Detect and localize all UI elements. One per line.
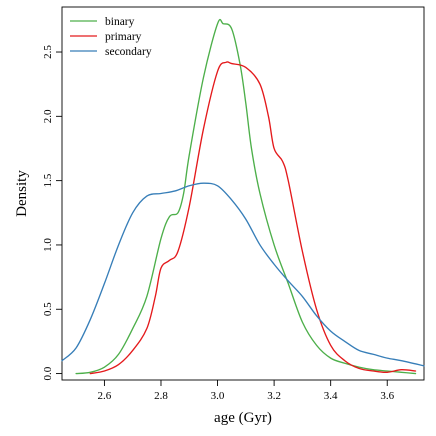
series-line-primary — [89, 61, 417, 375]
y-axis: 0.0 0.5 1.0 1.5 2.0 2.5 — [42, 45, 62, 380]
y-tick-label: 1.5 — [42, 173, 54, 187]
x-tick-label: 3.6 — [380, 390, 394, 402]
plot-frame — [61, 6, 425, 381]
x-tick-label: 2.6 — [98, 390, 112, 402]
series-layer — [61, 18, 425, 375]
y-tick-label: 2.0 — [42, 109, 54, 123]
y-tick-label: 0.0 — [42, 366, 54, 380]
series-line-secondary — [61, 182, 425, 367]
x-tick-label: 2.8 — [154, 390, 168, 402]
y-tick-label: 1.0 — [42, 238, 54, 252]
legend-label-secondary: secondary — [105, 46, 152, 58]
legend-label-primary: primary — [105, 31, 142, 43]
x-axis: 2.6 2.8 3.0 3.2 3.4 3.6 — [98, 380, 395, 402]
x-axis-label: age (Gyr) — [214, 410, 272, 426]
legend: binary primary secondary — [70, 16, 152, 58]
y-tick-label: 2.5 — [42, 45, 54, 59]
series-line-binary — [75, 18, 417, 375]
y-tick-label: 0.5 — [42, 302, 54, 316]
y-axis-label: Density — [14, 170, 30, 217]
x-tick-label: 3.0 — [211, 390, 225, 402]
x-tick-label: 3.4 — [324, 390, 338, 402]
x-tick-label: 3.2 — [267, 390, 281, 402]
legend-label-binary: binary — [105, 16, 135, 28]
